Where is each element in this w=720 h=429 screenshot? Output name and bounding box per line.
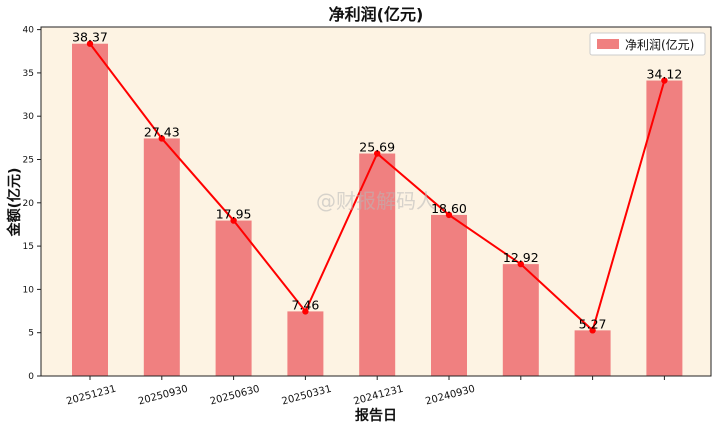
bar bbox=[646, 80, 683, 376]
y-tick-label: 25 bbox=[23, 155, 34, 165]
legend-swatch bbox=[597, 39, 619, 49]
y-tick-label: 20 bbox=[23, 199, 35, 209]
chart-title: 净利润(亿元) bbox=[329, 5, 424, 24]
bar bbox=[431, 214, 467, 376]
x-axis: 20251231 20250930 20250630 20250331 20241231… bbox=[65, 376, 665, 408]
y-axis-label: 金额(亿元) bbox=[6, 168, 23, 238]
y-tick-label: 35 bbox=[23, 69, 34, 79]
bar bbox=[143, 138, 180, 376]
x-tick-label: 20251231 bbox=[65, 384, 117, 408]
legend-label: 净利润(亿元) bbox=[625, 37, 694, 52]
watermark: @财报解码人 bbox=[316, 189, 436, 213]
line-point bbox=[230, 217, 237, 224]
x-tick-label: 20241231 bbox=[353, 384, 405, 408]
bar bbox=[215, 220, 252, 376]
data-label: 7.46 bbox=[291, 297, 319, 312]
y-tick-label: 40 bbox=[23, 26, 35, 36]
bars-group bbox=[72, 43, 683, 376]
x-tick-label: 20250331 bbox=[281, 384, 333, 408]
y-tick-label: 30 bbox=[23, 112, 35, 122]
line-point bbox=[158, 135, 165, 142]
x-tick-label: 20240930 bbox=[424, 384, 476, 408]
data-label: 18.60 bbox=[431, 201, 467, 216]
bar bbox=[574, 330, 611, 376]
y-axis: 0 5 10 15 20 25 30 35 40 bbox=[23, 26, 41, 382]
y-tick-label: 0 bbox=[28, 372, 34, 382]
data-label: 5.27 bbox=[579, 316, 607, 331]
bar bbox=[287, 311, 324, 376]
x-tick-label: 20250930 bbox=[137, 384, 189, 408]
data-label: 25.69 bbox=[359, 140, 395, 155]
y-tick-label: 5 bbox=[28, 329, 34, 339]
plot-frame bbox=[40, 26, 712, 377]
line-point bbox=[589, 327, 596, 334]
line-point bbox=[302, 308, 309, 315]
data-labels-group: 38.37 27.43 17.95 7.46 25.69 18.60 12.92 5.27 34… bbox=[72, 30, 682, 332]
data-label: 38.37 bbox=[72, 30, 108, 45]
bar bbox=[72, 43, 108, 376]
y-tick-label: 15 bbox=[23, 242, 34, 252]
y-tick-label: 10 bbox=[23, 285, 35, 295]
line-point bbox=[374, 150, 381, 157]
data-label: 12.92 bbox=[503, 250, 539, 265]
data-label: 17.95 bbox=[216, 207, 252, 222]
line-point bbox=[86, 40, 94, 47]
legend: 净利润(亿元) bbox=[589, 32, 706, 56]
line-group bbox=[86, 40, 668, 334]
line-point bbox=[661, 77, 668, 84]
data-label: 27.43 bbox=[144, 124, 180, 139]
x-axis-label: 报告日 bbox=[355, 407, 397, 424]
bar bbox=[359, 153, 396, 376]
x-tick-label: 20250630 bbox=[209, 384, 261, 408]
data-label: 34.12 bbox=[647, 67, 683, 82]
bar bbox=[502, 264, 539, 376]
line-point bbox=[445, 211, 453, 219]
legend-box bbox=[589, 32, 706, 56]
line-point bbox=[517, 260, 524, 268]
